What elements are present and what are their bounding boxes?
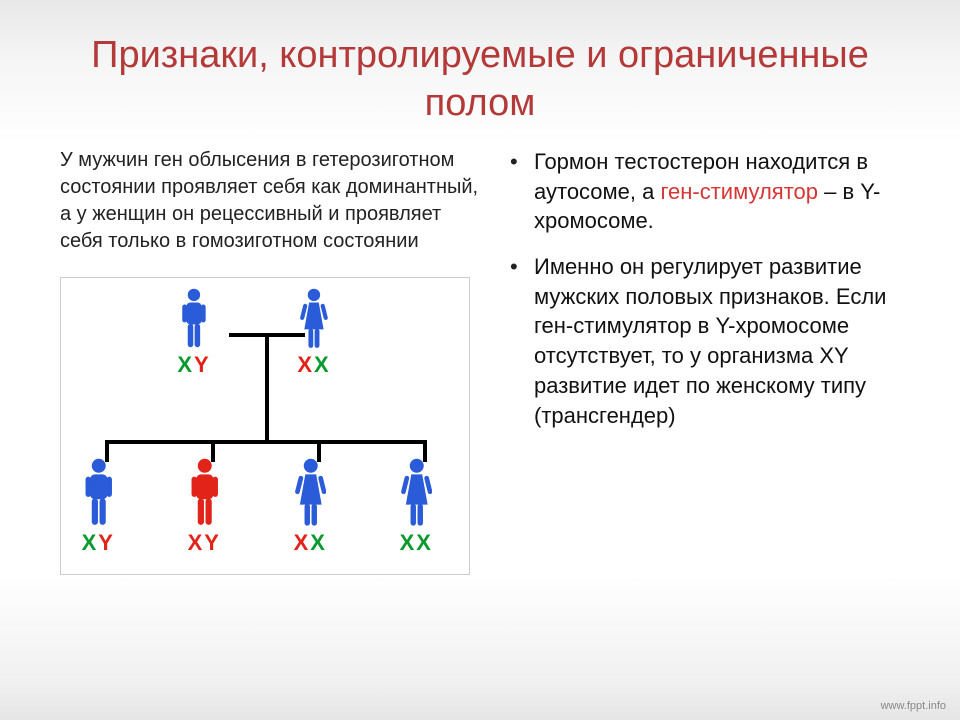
person-dau2: XX — [397, 458, 436, 556]
genotype-label: XX — [291, 530, 330, 556]
genotype-label: XY — [185, 530, 224, 556]
genotype-label: XY — [79, 530, 118, 556]
content-row: У мужчин ген облысения в гетерозиготном … — [0, 147, 960, 575]
pedigree-diagram: XY XX XY XY XX — [60, 277, 470, 575]
genotype-label: XX — [297, 352, 331, 378]
tree-line — [107, 440, 425, 444]
footer-url: www.fppt.info — [881, 700, 946, 712]
person-father: XY — [177, 288, 211, 378]
tree-line — [211, 440, 215, 462]
genotype-label: XY — [177, 352, 211, 378]
tree-line — [105, 440, 109, 462]
person-son1: XY — [79, 458, 118, 556]
intro-text: У мужчин ген облысения в гетерозиготном … — [60, 147, 480, 255]
right-column: Гормон тестостерон находится в аутосоме,… — [510, 147, 910, 575]
slide-title: Признаки, контролируемые и ограниченные … — [0, 0, 960, 147]
genotype-label: XX — [397, 530, 436, 556]
tree-line — [423, 440, 427, 462]
tree-line — [265, 333, 269, 440]
tree-line — [317, 440, 321, 462]
person-dau1: XX — [291, 458, 330, 556]
person-son2: XY — [185, 458, 224, 556]
left-column: У мужчин ген облысения в гетерозиготном … — [60, 147, 480, 575]
bullet-list: Гормон тестостерон находится в аутосоме,… — [510, 147, 910, 430]
bullet-item: Именно он регулирует развитие мужских по… — [510, 252, 910, 430]
bullet-item: Гормон тестостерон находится в аутосоме,… — [510, 147, 910, 236]
